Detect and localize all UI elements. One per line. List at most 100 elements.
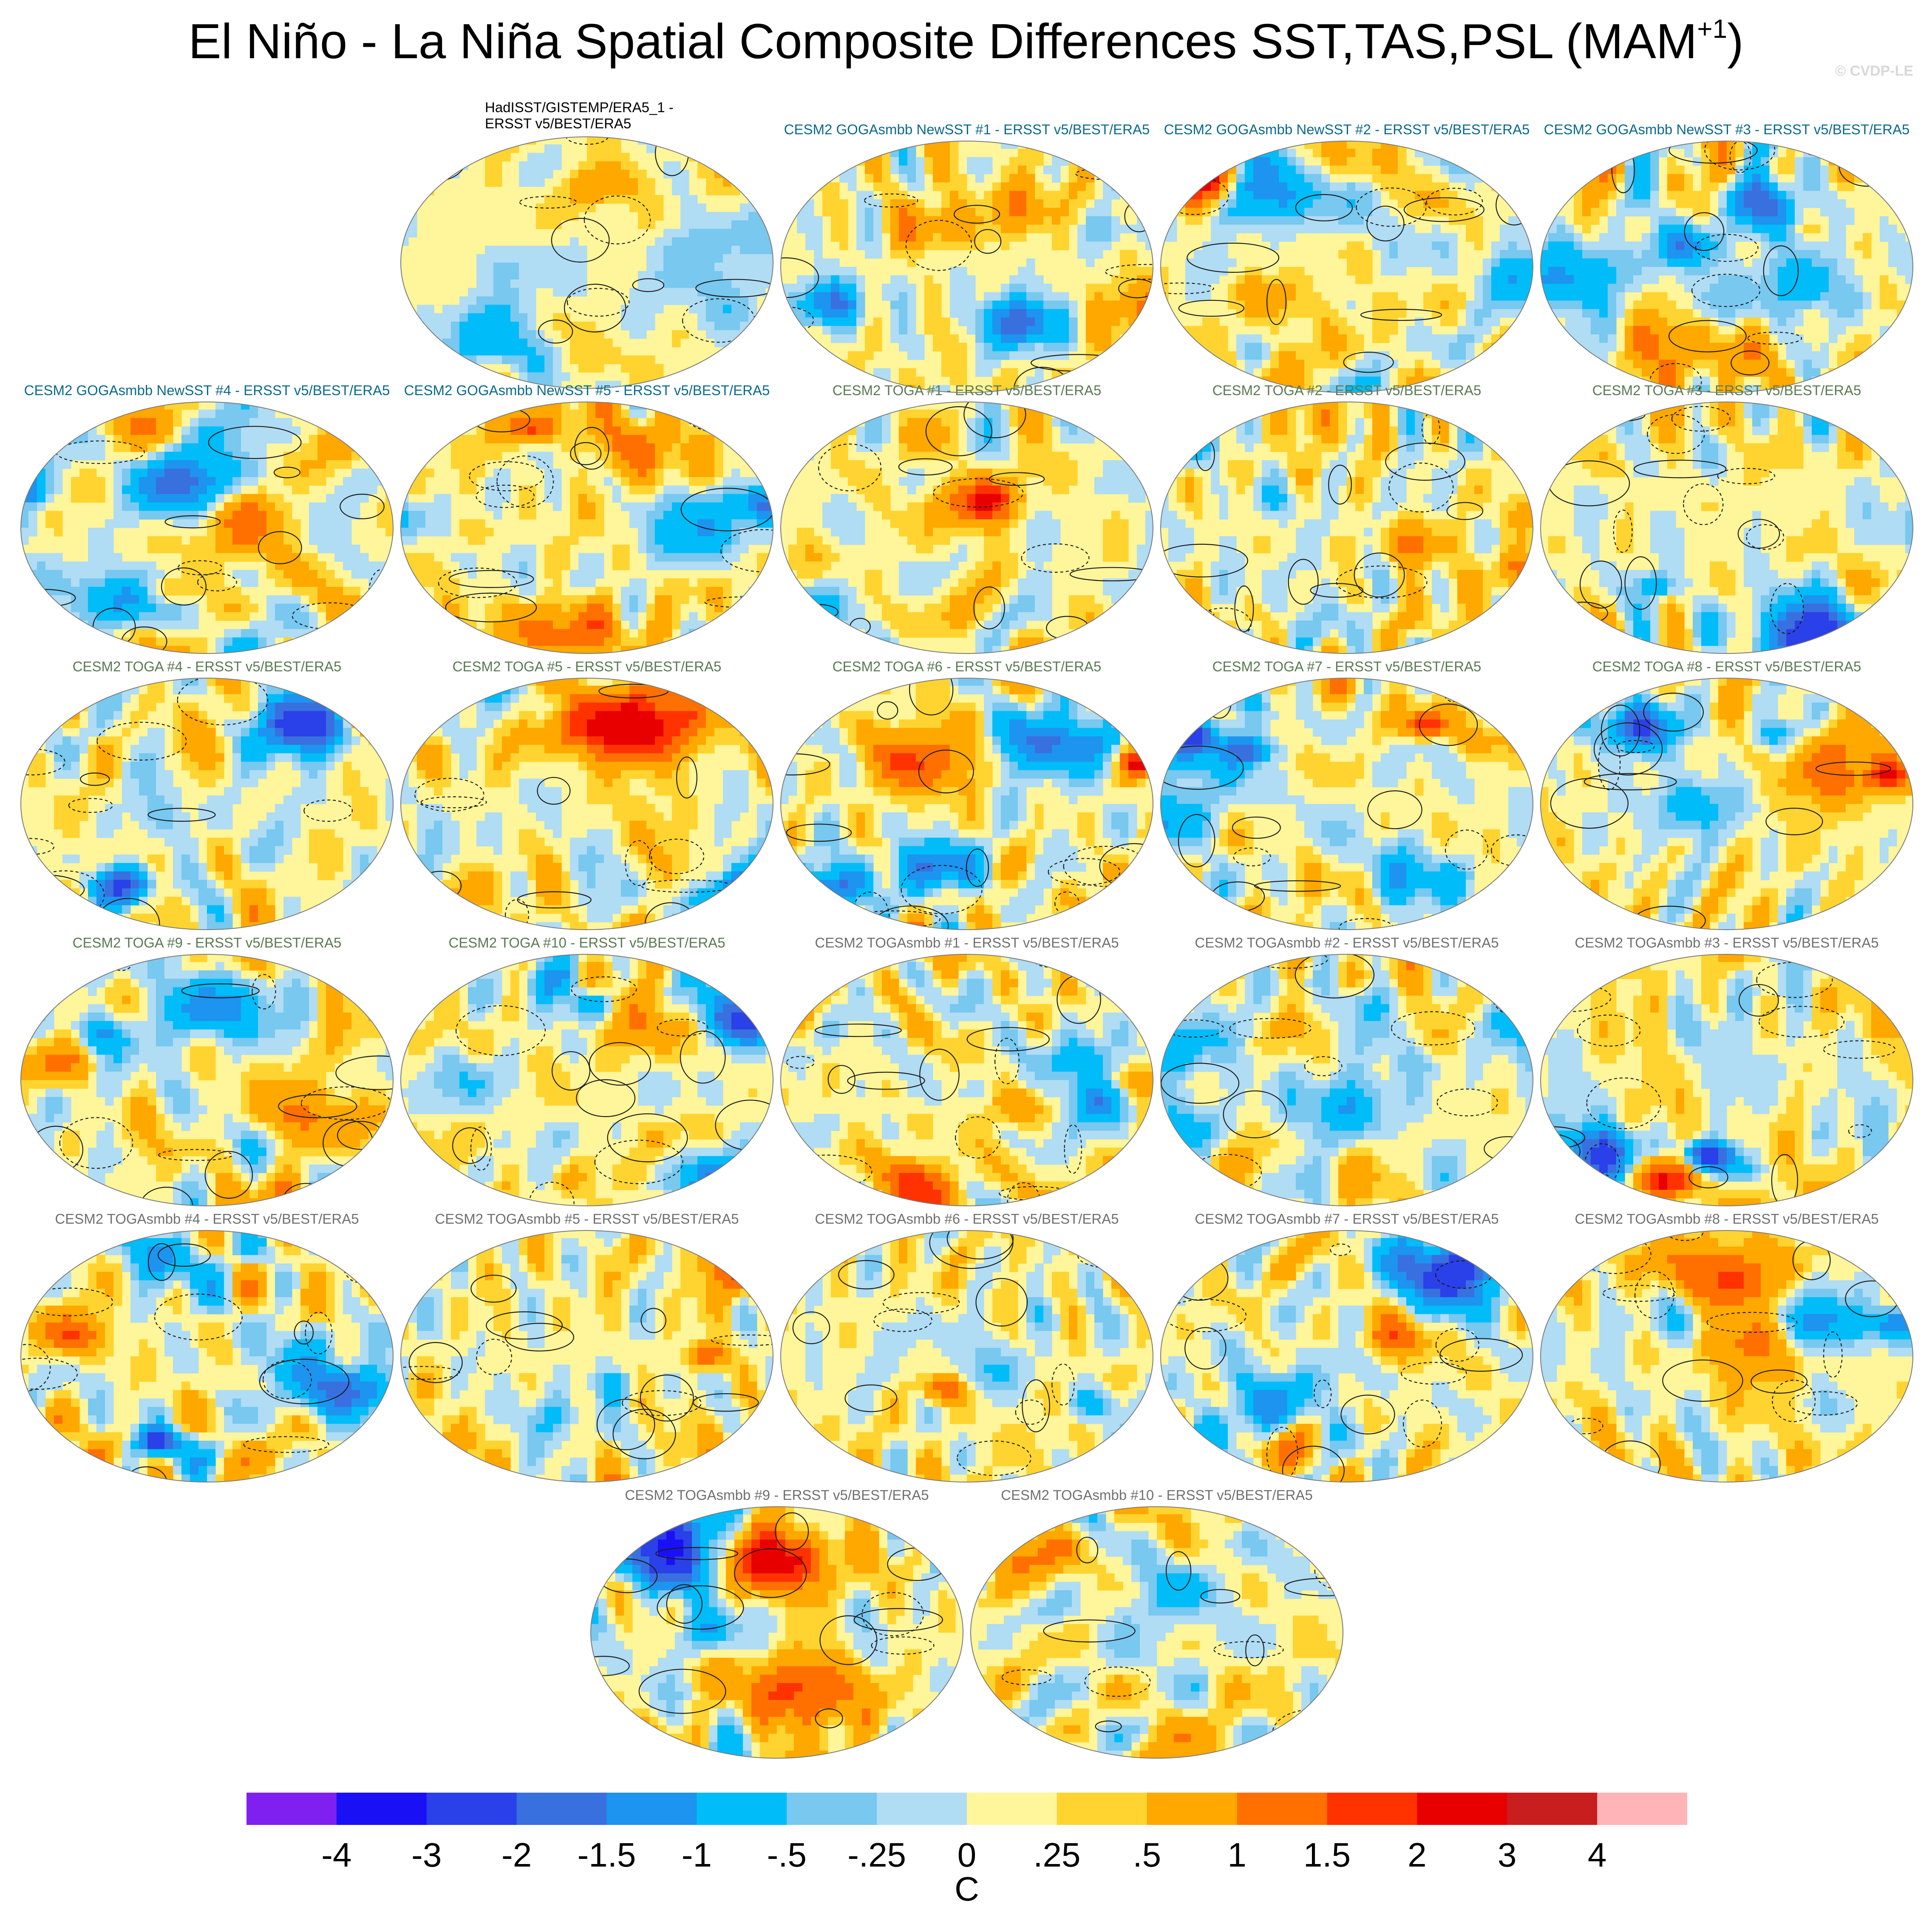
map-globe [20, 954, 394, 1206]
map-globe [1160, 141, 1533, 393]
map-field [21, 954, 393, 1206]
map-field [1161, 141, 1533, 393]
map-globe [1160, 402, 1533, 654]
colorbar-swatch [697, 1793, 787, 1825]
panel-title: CESM2 TOGAsmbb #1 - ERSST v5/BEST/ERA5 [776, 935, 1158, 951]
panel-title: CESM2 TOGAsmbb #6 - ERSST v5/BEST/ERA5 [776, 1211, 1158, 1227]
page-title: El Niño - La Niña Spatial Composite Diff… [0, 14, 1932, 69]
map-field [401, 954, 773, 1206]
panel-title: CESM2 TOGA #6 - ERSST v5/BEST/ERA5 [776, 659, 1158, 675]
panel-title: CESM2 TOGA #10 - ERSST v5/BEST/ERA5 [396, 935, 778, 951]
map-globe [400, 954, 773, 1206]
map-globe [400, 678, 773, 930]
colorbar-swatch [336, 1793, 427, 1825]
map-field [21, 1230, 393, 1482]
map-field [401, 402, 773, 653]
colorbar-tick-label: -.25 [847, 1836, 906, 1875]
colorbar-tick-label: 4 [1588, 1836, 1607, 1875]
colorbar-tick-label: -.5 [767, 1836, 807, 1875]
panel-title: HadISST/GISTEMP/ERA5_1 - ERSST v5/BEST/ER… [485, 99, 867, 132]
colorbar-swatch [246, 1793, 337, 1825]
map-field [1161, 678, 1533, 930]
panel-title: CESM2 GOGAsmbb NewSST #2 - ERSST v5/BEST… [1156, 122, 1538, 138]
map-panel: CESM2 TOGA #6 - ERSST v5/BEST/ERA5 [780, 659, 1154, 931]
colorbar-tick-label: -2 [501, 1836, 532, 1875]
map-panel: CESM2 TOGAsmbb #3 - ERSST v5/BEST/ERA5 [1540, 935, 1914, 1207]
map-panel: HadISST/GISTEMP/ERA5_1 - ERSST v5/BEST/ER… [400, 99, 774, 389]
map-panel: CESM2 TOGAsmbb #2 - ERSST v5/BEST/ERA5 [1160, 935, 1534, 1207]
panel-title: CESM2 TOGA #4 - ERSST v5/BEST/ERA5 [16, 659, 398, 675]
colorbar-swatch [426, 1793, 517, 1825]
map-panel: CESM2 TOGA #9 - ERSST v5/BEST/ERA5 [20, 935, 394, 1207]
panel-title-line: ERSST v5/BEST/ERA5 [485, 116, 867, 132]
map-panel: CESM2 TOGAsmbb #8 - ERSST v5/BEST/ERA5 [1540, 1211, 1914, 1483]
map-panel: CESM2 TOGA #1 - ERSST v5/BEST/ERA5 [780, 382, 1154, 654]
map-field [1161, 402, 1533, 653]
colorbar-swatch [1327, 1793, 1417, 1825]
panel-title: CESM2 TOGAsmbb #4 - ERSST v5/BEST/ERA5 [16, 1211, 398, 1227]
map-panel: CESM2 TOGA #2 - ERSST v5/BEST/ERA5 [1160, 382, 1534, 654]
map-globe [20, 402, 394, 654]
map-field [21, 402, 393, 653]
colorbar-swatch [1417, 1793, 1507, 1825]
colorbar-tick-label: 3 [1498, 1836, 1517, 1875]
colorbar-tick-label: 1.5 [1303, 1836, 1351, 1875]
colorbar-swatch [1147, 1793, 1238, 1825]
map-field [401, 678, 773, 930]
panel-title: CESM2 TOGAsmbb #3 - ERSST v5/BEST/ERA5 [1535, 935, 1918, 951]
panel-title: CESM2 TOGAsmbb #10 - ERSST v5/BEST/ERA5 [966, 1487, 1348, 1503]
map-globe [1540, 1230, 1913, 1482]
map-panel: CESM2 GOGAsmbb NewSST #2 - ERSST v5/BEST… [1160, 106, 1534, 393]
panel-title: CESM2 TOGAsmbb #9 - ERSST v5/BEST/ERA5 [586, 1487, 968, 1503]
map-panel: CESM2 TOGA #7 - ERSST v5/BEST/ERA5 [1160, 659, 1534, 931]
map-panel: CESM2 TOGAsmbb #1 - ERSST v5/BEST/ERA5 [780, 935, 1154, 1207]
map-field [21, 678, 393, 930]
map-globe [1160, 954, 1533, 1206]
panel-title: CESM2 TOGAsmbb #5 - ERSST v5/BEST/ERA5 [396, 1211, 778, 1227]
map-globe [780, 1230, 1153, 1482]
panel-title: CESM2 TOGA #8 - ERSST v5/BEST/ERA5 [1535, 659, 1918, 675]
title-suffix: ) [1727, 14, 1744, 69]
colorbar-swatch [516, 1793, 607, 1825]
map-globe [590, 1506, 963, 1759]
panel-title-line: HadISST/GISTEMP/ERA5_1 - [485, 99, 867, 116]
map-panel: CESM2 GOGAsmbb NewSST #4 - ERSST v5/BEST… [20, 382, 394, 654]
map-panel: CESM2 TOGA #8 - ERSST v5/BEST/ERA5 [1540, 659, 1914, 931]
map-globe [1160, 678, 1533, 930]
map-panel: CESM2 TOGA #10 - ERSST v5/BEST/ERA5 [400, 935, 774, 1207]
panel-title: CESM2 TOGA #1 - ERSST v5/BEST/ERA5 [776, 382, 1158, 399]
colorbar-tick-label: .25 [1033, 1836, 1080, 1875]
map-field [1541, 954, 1913, 1206]
map-globe [780, 141, 1153, 393]
colorbar-tick-label: -1 [682, 1836, 712, 1875]
colorbar-tick-label: -1.5 [578, 1836, 636, 1875]
map-globe [970, 1506, 1343, 1759]
map-panel: CESM2 TOGA #3 - ERSST v5/BEST/ERA5 [1540, 382, 1914, 654]
panel-title: CESM2 GOGAsmbb NewSST #1 - ERSST v5/BEST… [776, 122, 1158, 138]
map-panel: CESM2 GOGAsmbb NewSST #3 - ERSST v5/BEST… [1540, 106, 1914, 393]
colorbar-tick-label: 0 [958, 1836, 977, 1875]
map-field [401, 1230, 773, 1482]
map-field [1541, 141, 1913, 393]
colorbar-swatch [1057, 1793, 1147, 1825]
map-panel: CESM2 GOGAsmbb NewSST #1 - ERSST v5/BEST… [780, 106, 1154, 393]
colorbar-swatch [787, 1793, 877, 1825]
title-superscript: +1 [1697, 14, 1727, 44]
map-panel: CESM2 TOGAsmbb #4 - ERSST v5/BEST/ERA5 [20, 1211, 394, 1483]
panel-title: CESM2 TOGAsmbb #7 - ERSST v5/BEST/ERA5 [1156, 1211, 1538, 1227]
map-panel: CESM2 TOGA #4 - ERSST v5/BEST/ERA5 [20, 659, 394, 931]
colorbar-swatch [1597, 1793, 1687, 1825]
map-globe [780, 402, 1153, 654]
map-panel: CESM2 TOGAsmbb #6 - ERSST v5/BEST/ERA5 [780, 1211, 1154, 1483]
map-globe [1540, 141, 1913, 393]
colorbar-tick-label: -4 [321, 1836, 351, 1875]
map-field [1541, 1230, 1913, 1482]
panel-title: CESM2 TOGA #5 - ERSST v5/BEST/ERA5 [396, 659, 778, 675]
map-field [781, 141, 1153, 393]
colorbar-swatch [877, 1793, 967, 1825]
map-panel: CESM2 TOGAsmbb #10 - ERSST v5/BEST/ERA5 [970, 1487, 1344, 1759]
map-field [1161, 954, 1533, 1206]
colorbar-swatch [967, 1793, 1057, 1825]
panel-title: CESM2 GOGAsmbb NewSST #3 - ERSST v5/BEST… [1535, 122, 1918, 138]
map-globe [1540, 402, 1913, 654]
